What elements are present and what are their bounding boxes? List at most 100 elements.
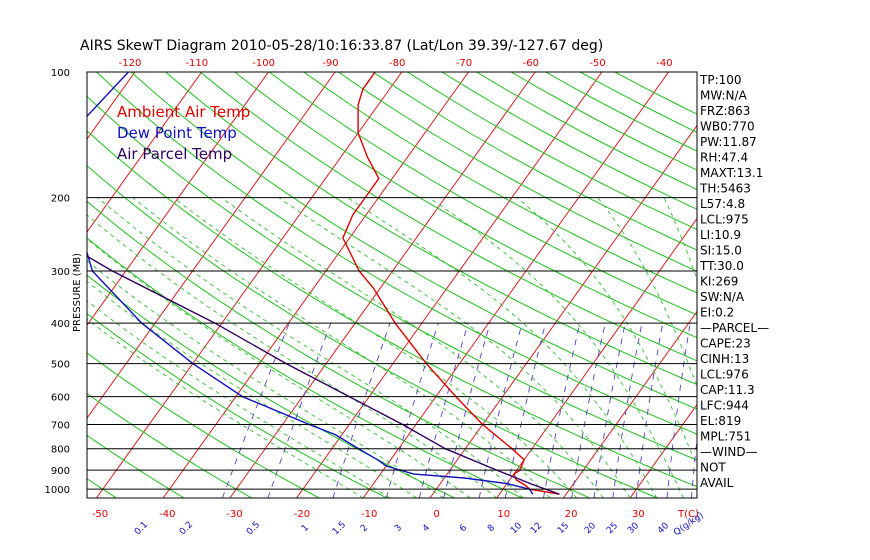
stat-item: LCL:975 [700,213,749,227]
mixing-ratio-tick-label: 1.5 [331,520,348,537]
isotherm-line [296,72,603,498]
moist-adiabat-line [87,260,444,498]
dry-adiabat-line [87,392,252,498]
mixing-ratio-tick-label: 0.5 [245,520,262,537]
dry-adiabat-line [372,72,697,251]
isotherm-line [496,217,697,498]
isotherm-line [362,72,670,498]
top-temp-tick-label: -120 [119,58,142,69]
mixing-ratio-tick-label: 0.1 [133,520,150,537]
top-temp-tick-label: -70 [456,58,472,69]
dry-adiabat-line [130,72,697,410]
legend-item: Air Parcel Temp [117,145,232,163]
stat-item: MAXT:13.1 [700,166,763,180]
bottom-temp-unit: T(C) [677,509,699,520]
dry-adiabat-line [87,434,185,498]
moist-adiabat-line [428,197,684,498]
top-temp-tick-label: -80 [389,58,405,69]
dry-adiabat-line [165,72,697,386]
moist-adiabat-line [173,197,578,498]
bottom-temp-tick-label: -10 [361,509,377,520]
isotherm-line [87,72,336,420]
moist-adiabat-line [87,280,417,498]
moist-adiabat-line [221,197,604,498]
dry-adiabat-line [87,200,591,498]
bottom-temp-tick-label: -20 [294,509,310,520]
isotherm-line [0,72,2,498]
stat-item: PW:11.87 [700,135,757,149]
isotherm-line [229,72,536,498]
stat-item: CINH:13 [700,352,749,366]
stat-item: TT:30.0 [699,259,744,273]
legend-item: Ambient Air Temp [117,103,250,121]
mixing-ratio-line [221,323,290,498]
stat-item: TH:5463 [699,182,751,196]
isotherm-line [87,72,136,140]
stat-item: MPL:751 [700,430,751,444]
moist-adiabat-line [347,197,658,498]
pressure-tick-label: 900 [51,466,70,477]
stat-item: EL:819 [700,414,741,428]
mixing-ratio-tick-label: 1 [300,523,311,534]
top-temp-tick-label: -60 [523,58,539,69]
dry-adiabat-line [234,72,697,339]
isotherm-line [763,72,870,498]
isotherm-line [87,72,203,233]
dry-adiabat-line [87,95,697,461]
isotherm-line [87,72,269,326]
pressure-tick-label: 800 [51,445,70,456]
dry-adiabat-line [510,72,697,171]
pressure-tick-label: 600 [51,393,70,404]
dry-adiabat-line [87,312,388,498]
dry-adiabat-line [338,72,697,272]
stat-item: NOT [700,461,726,475]
mixing-ratio-line [612,323,643,498]
stat-item: CAP:11.3 [700,383,755,397]
mixing-ratio-tick-label: 2 [359,523,370,534]
mixing-ratio-line [593,323,626,498]
pressure-tick-label: 300 [51,267,70,278]
stat-item: SI:15.0 [700,244,742,258]
legend: Ambient Air Temp Dew Point Temp Air Parcel… [117,103,250,163]
dry-adiabat-line [269,72,697,316]
mixing-ratio-line [478,323,523,498]
dry-adiabat-line [87,164,658,498]
mixing-ratio-tick-label: 0.2 [178,520,195,537]
moist-adiabat-line [278,197,631,498]
mixing-ratio-line [385,323,439,498]
top-temp-tick-label: -50 [589,58,605,69]
mixing-ratio-tick-label: 20 [583,521,598,536]
stat-item: KI:269 [700,275,738,289]
top-temp-tick-label: -90 [322,58,338,69]
pressure-tick-label: 700 [51,421,70,432]
mixing-ratio-tick-label: 30 [626,521,641,536]
y-axis-label: PRESSURE (MB) [72,253,83,332]
chart-title: AIRS SkewT Diagram 2010-05-28/10:16:33.8… [80,38,603,54]
isotherm-line [96,72,403,498]
stat-item: RH:47.4 [700,151,748,165]
mixing-ratio-line [443,323,491,498]
mixing-ratio-tick-label: 4 [421,523,432,534]
stat-item: LFC:944 [700,399,749,413]
mixing-ratio-line [571,323,606,498]
mixing-ratio-tick-label: 15 [556,521,571,536]
stat-item: WB0:770 [700,120,755,134]
dry-adiabat-line [87,352,320,498]
stat-item: LI:10.9 [700,228,741,242]
moist-adiabat-line [87,318,364,498]
dry-adiabat-line [96,72,697,435]
mixing-ratio-line [543,323,581,498]
mixing-ratio-tick-label: 40 [656,521,671,536]
dry-adiabat-line [441,72,697,210]
dry-adiabat-line [303,72,697,294]
plot-frame [86,71,698,499]
bottom-temp-tick-label: 30 [632,509,645,520]
moist-adiabat-line [597,197,697,388]
pressure-tick-label: 400 [51,319,70,330]
stat-item: L57:4.8 [700,197,745,211]
stat-item: LCL:976 [700,368,749,382]
mixing-ratio-tick-label: 3 [393,523,404,534]
stat-item: AVAIL [700,476,734,490]
bottom-temp-tick-label: -40 [159,509,175,520]
